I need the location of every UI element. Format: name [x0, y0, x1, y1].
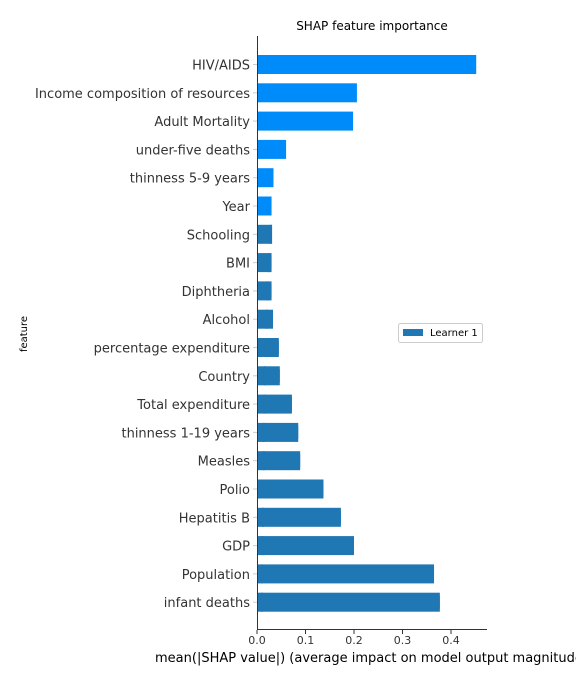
bar-adult-mortality: [257, 112, 353, 131]
y-tick-label-total-expenditure: Total expenditure: [136, 398, 250, 413]
legend-swatch: [403, 329, 423, 336]
x-tick-label-4: 0.4: [442, 634, 460, 647]
y-tick-label-percentage-expenditure: percentage expenditure: [94, 342, 250, 357]
bar-extension-schooling: [270, 228, 271, 241]
bar-extension-bmi: [268, 256, 272, 269]
y-tick-label-diphtheria: Diphtheria: [182, 285, 250, 300]
bar-extension-infant-deaths: [261, 596, 440, 609]
y-tick-label-year: Year: [221, 200, 250, 215]
y-tick-label-thinness-5-9-years: thinness 5-9 years: [130, 172, 250, 187]
y-tick-label-schooling: Schooling: [187, 228, 250, 243]
bar-extension-diphtheria: [266, 284, 271, 297]
bar-extension-measles: [263, 454, 300, 467]
y-tick-label-alcohol: Alcohol: [203, 313, 250, 328]
bar-extension-population: [261, 567, 434, 580]
bar-extension-gdp: [261, 539, 354, 552]
bar-base-schooling: [257, 225, 272, 244]
bar-thinness-5-9-years: [257, 168, 273, 187]
x-ticks-group: 0.0 0.1 0.2 0.3 0.4: [248, 630, 460, 647]
bar-extension-total-expenditure: [263, 398, 292, 411]
bar-extension-alcohol: [266, 313, 273, 326]
bar-extension-country: [264, 369, 280, 382]
bar-hiv-aids: [257, 55, 476, 74]
legend: Learner 1: [399, 324, 483, 343]
legend-label-learner-1: Learner 1: [430, 328, 478, 339]
bar-under-five-deaths: [257, 140, 286, 159]
y-tick-label-polio: Polio: [219, 483, 250, 498]
x-tick-label-3: 0.3: [394, 634, 412, 647]
y-tick-label-infant-deaths: infant deaths: [164, 596, 250, 611]
y-tick-label-hepatitis-b: Hepatitis B: [179, 511, 250, 526]
bar-income-composition-of-resources: [257, 83, 357, 102]
y-tick-label-measles: Measles: [198, 455, 251, 470]
y-tick-label-adult-mortality: Adult Mortality: [154, 115, 250, 130]
bar-extension-percentage-expenditure: [265, 341, 279, 354]
y-axis-label: feature: [19, 316, 30, 352]
x-tick-label-1: 0.1: [297, 634, 315, 647]
x-axis-label: mean(|SHAP value|) (average impact on mo…: [155, 651, 576, 666]
bar-extension-hepatitis-b: [262, 511, 341, 524]
y-tick-label-thinness-1-19-years: thinness 1-19 years: [121, 426, 250, 441]
y-tick-labels: HIV/AIDS Income composition of resources A…: [35, 59, 257, 612]
bar-year: [257, 197, 272, 216]
bar-extension-polio: [262, 483, 323, 496]
chart-title: SHAP feature importance: [296, 19, 448, 33]
y-tick-label-income-composition-of-resources: Income composition of resources: [35, 87, 250, 102]
y-tick-label-population: Population: [182, 568, 250, 583]
bar-extension-thinness-1-19-years: [263, 426, 298, 439]
y-tick-label-bmi: BMI: [226, 257, 250, 272]
x-tick-label-0: 0.0: [248, 634, 266, 647]
y-tick-label-gdp: GDP: [222, 540, 250, 555]
y-tick-label-country: Country: [198, 370, 250, 385]
y-tick-label-under-five-deaths: under-five deaths: [136, 143, 250, 158]
y-tick-label-hiv-aids: HIV/AIDS: [192, 59, 250, 74]
x-tick-label-2: 0.2: [345, 634, 363, 647]
